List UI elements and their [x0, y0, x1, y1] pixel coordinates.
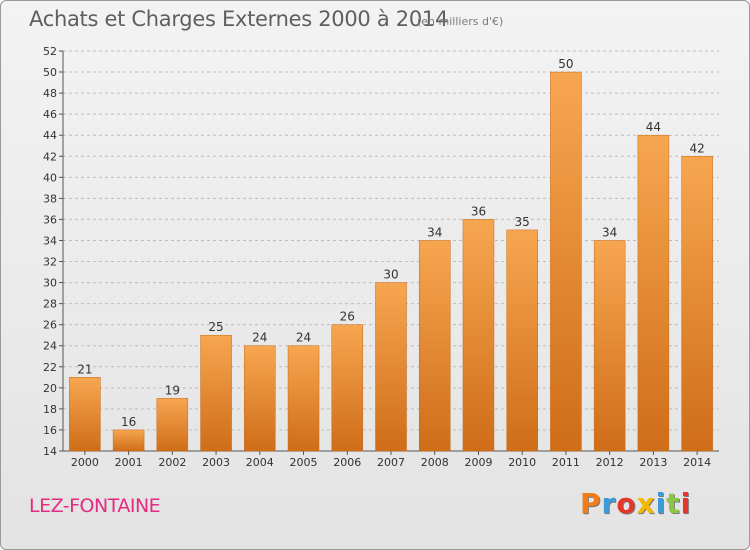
- bar-2010: [506, 229, 538, 452]
- y-tick-label: 52: [43, 45, 57, 58]
- data-label: 25: [208, 320, 223, 334]
- x-tick-label: 2009: [464, 456, 492, 469]
- bar-2003: [200, 334, 232, 452]
- data-label: 34: [427, 225, 442, 239]
- x-tick-label: 2011: [552, 456, 580, 469]
- y-tick-label: 28: [43, 298, 57, 311]
- bar-2011: [550, 71, 582, 452]
- x-tick-label: 2000: [71, 456, 99, 469]
- city-name: LEZ-FONTAINE: [29, 495, 161, 517]
- y-tick-label: 34: [43, 234, 57, 247]
- y-tick-labels: 14 16 18 20 22 24 26 28 30 32 34 36 38 40 42 44 46 48 50 52: [43, 45, 57, 458]
- data-label: 36: [471, 204, 486, 218]
- y-tick-label: 38: [43, 192, 57, 205]
- data-label: 35: [515, 215, 530, 229]
- y-tick-label: 44: [43, 129, 57, 142]
- data-label: 24: [296, 331, 311, 345]
- bar-2000: [69, 377, 101, 452]
- y-tick-label: 26: [43, 319, 57, 332]
- bar-2012: [593, 240, 626, 452]
- x-tick-label: 2006: [333, 456, 361, 469]
- bar-2001: [112, 429, 145, 452]
- x-tick-label: 2013: [639, 456, 667, 469]
- y-tick-label: 42: [43, 150, 57, 163]
- bar-2008: [418, 240, 451, 452]
- data-label: 19: [165, 383, 180, 397]
- x-tick-label: 2002: [158, 456, 186, 469]
- y-tick-label: 48: [43, 87, 57, 100]
- x-tick-label: 2001: [115, 456, 143, 469]
- y-tick-label: 30: [43, 277, 57, 290]
- bar-2013: [637, 134, 670, 452]
- y-tick-label: 40: [43, 171, 57, 184]
- bar-2002: [156, 398, 189, 452]
- bar-2005: [287, 345, 320, 452]
- data-label: 24: [252, 331, 267, 345]
- data-label: 16: [121, 415, 136, 429]
- y-tick-label: 32: [43, 256, 57, 269]
- data-label: 30: [383, 268, 398, 282]
- data-label: 44: [646, 120, 661, 134]
- bar-2009: [462, 219, 495, 452]
- bar-2006: [331, 324, 364, 452]
- y-tick-label: 20: [43, 382, 57, 395]
- data-label: 50: [558, 57, 573, 71]
- bar-2014: [681, 156, 713, 452]
- x-tick-label: 2014: [683, 456, 711, 469]
- y-tick-label: 36: [43, 213, 57, 226]
- x-tick-label: 2010: [508, 456, 536, 469]
- data-label: 26: [340, 310, 355, 324]
- x-tick-label: 2005: [290, 456, 318, 469]
- data-label: 34: [602, 225, 617, 239]
- bars: [69, 71, 713, 452]
- y-tick-label: 16: [43, 424, 57, 437]
- bar-2004: [244, 345, 276, 452]
- chart-subtitle: (en milliers d'€): [417, 15, 504, 28]
- chart-title: Achats et Charges Externes 2000 à 2014: [29, 7, 449, 31]
- x-tick-label: 2007: [377, 456, 405, 469]
- data-labels: 21 16 19 25 24 24 26 30 34 36 35 50 34 44 42: [77, 57, 705, 429]
- y-tick-label: 18: [43, 403, 57, 416]
- x-tick-label: 2003: [202, 456, 230, 469]
- data-label: 42: [689, 141, 704, 155]
- y-tick-label: 50: [43, 66, 57, 79]
- y-tick-label: 22: [43, 361, 57, 374]
- y-tick-label: 14: [43, 445, 57, 458]
- x-tick-label: 2004: [246, 456, 274, 469]
- x-tick-label: 2012: [596, 456, 624, 469]
- data-label: 21: [77, 362, 92, 376]
- y-tick-label: 46: [43, 108, 57, 121]
- x-tick-labels: 2000 2001 2002 2003 2004 2005 2006 2007 2008 2009…: [71, 451, 711, 469]
- y-tick-label: 24: [43, 340, 57, 353]
- bar-2007: [375, 282, 407, 452]
- brand-logo: Proxiti: [580, 487, 692, 520]
- x-tick-label: 2008: [421, 456, 449, 469]
